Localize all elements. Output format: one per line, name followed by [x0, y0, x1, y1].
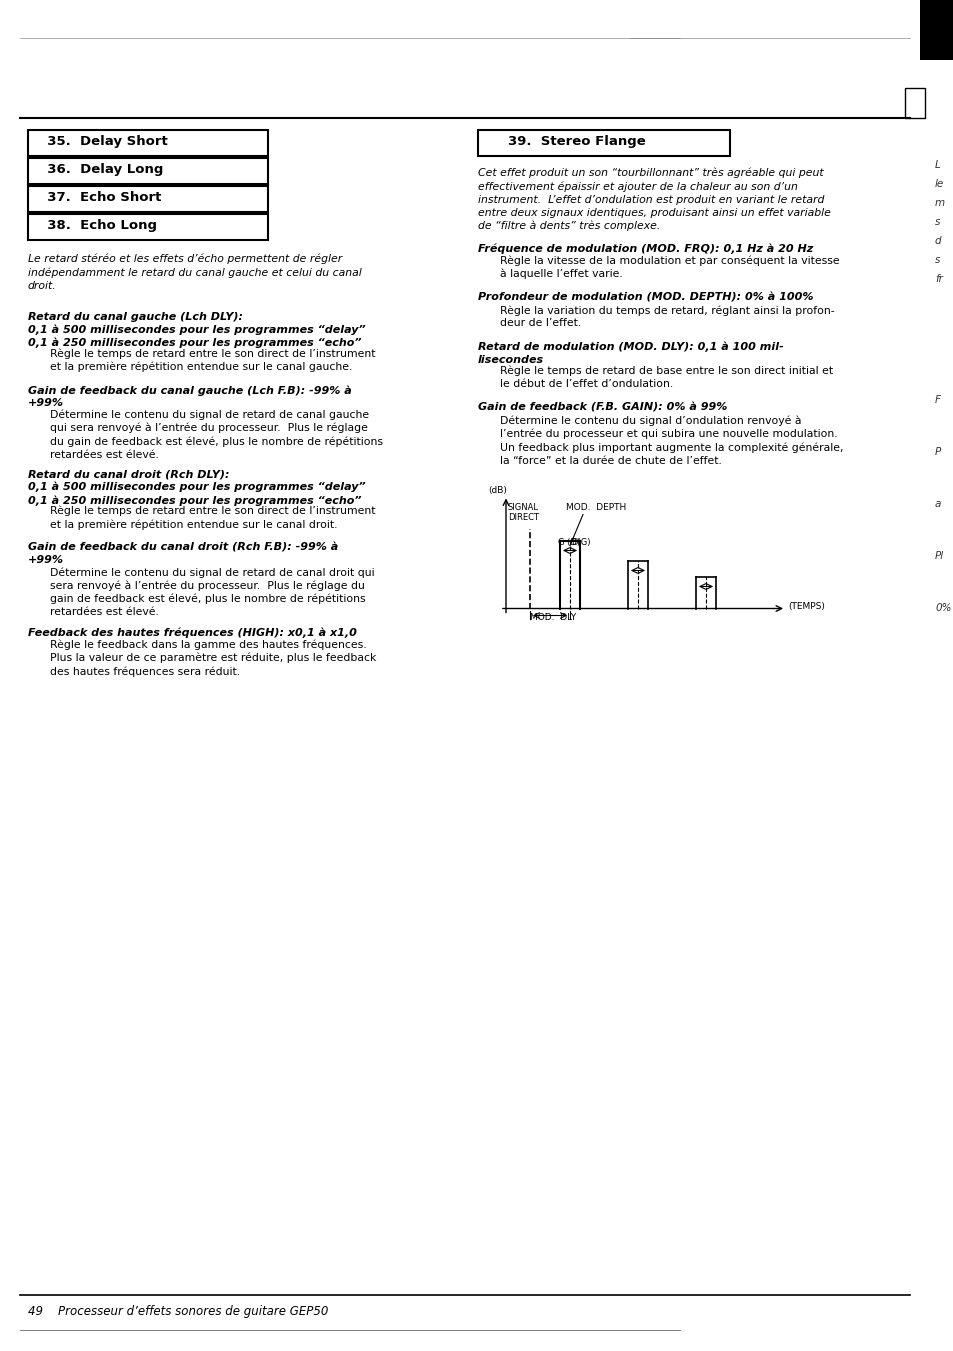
- Text: Détermine le contenu du signal de retard de canal droit qui
sera renvoyé à l’ent: Détermine le contenu du signal de retard…: [50, 567, 375, 617]
- Text: L: L: [934, 159, 940, 170]
- Text: Règle le temps de retard entre le son direct de l’instrument
et la première répé: Règle le temps de retard entre le son di…: [50, 349, 375, 373]
- Bar: [28, 130, 268, 155]
- Text: Gain de feedback du canal gauche (Lch F.B): -99% à
+99%: Gain de feedback du canal gauche (Lch F.…: [28, 385, 352, 408]
- Text: Règle le temps de retard de base entre le son direct initial et
le début de l’ef: Règle le temps de retard de base entre l…: [499, 366, 832, 389]
- Text: Retard du canal gauche (Lch DLY):: Retard du canal gauche (Lch DLY):: [28, 312, 243, 322]
- Text: Gain de feedback (F.B. GAIN): 0% à 99%: Gain de feedback (F.B. GAIN): 0% à 99%: [477, 403, 726, 413]
- Text: (TEMPS): (TEMPS): [787, 601, 824, 611]
- Text: d: d: [934, 236, 941, 246]
- Text: Règle la vitesse de la modulation et par conséquent la vitesse
à laquelle l’effe: Règle la vitesse de la modulation et par…: [499, 255, 839, 280]
- Text: Cet effet produit un son “tourbillonnant” très agréable qui peut
effectivement é: Cet effet produit un son “tourbillonnant…: [477, 168, 830, 231]
- Text: Pl: Pl: [934, 551, 943, 561]
- Text: a: a: [934, 499, 941, 509]
- Text: D(G): D(G): [571, 539, 590, 547]
- Text: 36.  Delay Long: 36. Delay Long: [38, 163, 163, 176]
- Text: le: le: [934, 178, 943, 189]
- Bar: [904, 88, 924, 118]
- Text: Retard de modulation (MOD. DLY): 0,1 à 100 mil-
lisecondes: Retard de modulation (MOD. DLY): 0,1 à 1…: [477, 342, 783, 365]
- Text: 39.  Stereo Flange: 39. Stereo Flange: [507, 135, 645, 149]
- Bar: [28, 213, 268, 240]
- Bar: [919, 0, 953, 59]
- Text: m: m: [934, 199, 944, 208]
- Text: Règle la variation du temps de retard, réglant ainsi la profon-
deur de l’effet.: Règle la variation du temps de retard, r…: [499, 305, 834, 328]
- Bar: [28, 158, 268, 184]
- Text: P: P: [934, 447, 941, 457]
- Text: s: s: [934, 255, 940, 265]
- Text: Gain de feedback du canal droit (Rch F.B): -99% à
+99%: Gain de feedback du canal droit (Rch F.B…: [28, 543, 338, 566]
- Text: Détermine le contenu du signal de retard de canal gauche
qui sera renvoyé à l’en: Détermine le contenu du signal de retard…: [50, 409, 382, 459]
- Text: 0,1 à 500 millisecondes pour les programmes “delay”
0,1 à 250 millisecondes pour: 0,1 à 500 millisecondes pour les program…: [28, 324, 365, 349]
- Text: 35.  Delay Short: 35. Delay Short: [38, 135, 168, 149]
- Text: Feedback des hautes fréquences (HIGH): x0,1 à x1,0: Feedback des hautes fréquences (HIGH): x…: [28, 627, 356, 638]
- Text: Le retard stéréo et les effets d’écho permettent de régler
indépendamment le ret: Le retard stéréo et les effets d’écho pe…: [28, 254, 361, 290]
- Text: SIGNAL
DIRECT: SIGNAL DIRECT: [507, 503, 538, 521]
- Text: 37.  Echo Short: 37. Echo Short: [38, 190, 161, 204]
- Text: 49    Processeur d’effets sonores de guitare GEP50: 49 Processeur d’effets sonores de guitar…: [28, 1305, 328, 1319]
- Bar: [477, 130, 729, 155]
- Text: G (D): G (D): [558, 539, 579, 547]
- Text: MOD.  DEPTH: MOD. DEPTH: [565, 503, 625, 512]
- Text: Règle le feedback dans la gamme des hautes fréquences.
Plus la valeur de ce para: Règle le feedback dans la gamme des haut…: [50, 639, 376, 677]
- Text: Retard du canal droit (Rch DLY):: Retard du canal droit (Rch DLY):: [28, 470, 230, 480]
- Text: Règle le temps de retard entre le son direct de l’instrument
et la première répé: Règle le temps de retard entre le son di…: [50, 507, 375, 530]
- Text: Profondeur de modulation (MOD. DEPTH): 0% à 100%: Profondeur de modulation (MOD. DEPTH): 0…: [477, 293, 813, 303]
- Text: s: s: [934, 218, 940, 227]
- Text: 0,1 à 500 millisecondes pour les programmes “delay”
0,1 à 250 millisecondes pour: 0,1 à 500 millisecondes pour les program…: [28, 482, 365, 505]
- Text: F: F: [934, 394, 940, 405]
- Text: 38.  Echo Long: 38. Echo Long: [38, 219, 157, 232]
- Bar: [28, 186, 268, 212]
- Text: MOD.  DLY: MOD. DLY: [530, 612, 576, 621]
- Text: (dB): (dB): [488, 486, 506, 496]
- Text: fr: fr: [934, 274, 942, 284]
- Text: Détermine le contenu du signal d’ondulation renvoyé à
l’entrée du processeur et : Détermine le contenu du signal d’ondulat…: [499, 416, 842, 466]
- Text: Fréquence de modulation (MOD. FRQ): 0,1 Hz à 20 Hz: Fréquence de modulation (MOD. FRQ): 0,1 …: [477, 243, 812, 254]
- Text: 0%: 0%: [934, 603, 950, 613]
